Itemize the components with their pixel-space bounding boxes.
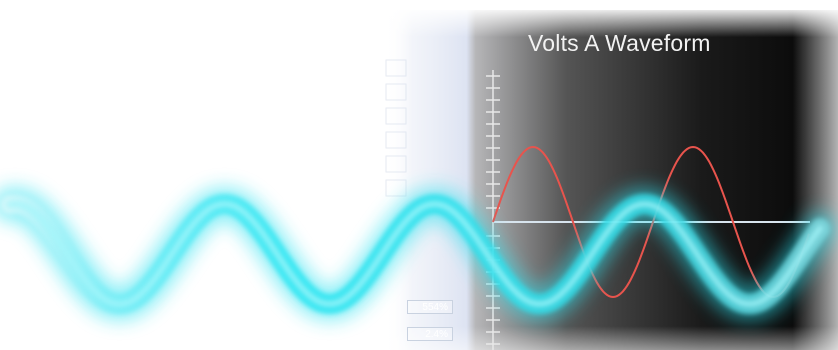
readout-1: 554% xyxy=(407,300,453,314)
readout-2: 2.4% xyxy=(407,327,453,341)
chart-title: Volts A Waveform xyxy=(528,30,711,57)
